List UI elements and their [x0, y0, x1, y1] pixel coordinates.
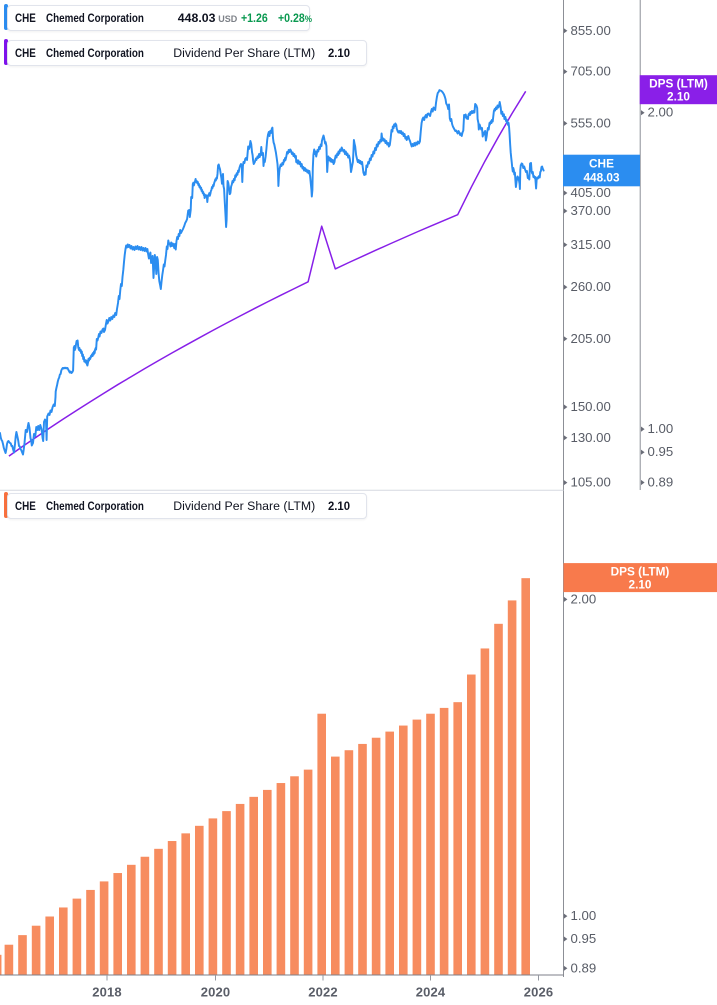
svg-text:0.95: 0.95: [648, 444, 674, 459]
svg-text:105.00: 105.00: [571, 475, 611, 490]
svg-text:0.89: 0.89: [571, 960, 597, 975]
svg-text:705.00: 705.00: [571, 64, 611, 79]
svg-text:2018: 2018: [92, 985, 121, 1000]
svg-text:150.00: 150.00: [571, 399, 611, 414]
svg-text:DPS (LTM): DPS (LTM): [611, 565, 670, 579]
svg-text:2026: 2026: [524, 985, 553, 1000]
svg-text:2.00: 2.00: [648, 105, 674, 120]
svg-text:855.00: 855.00: [571, 23, 611, 38]
svg-text:370.00: 370.00: [571, 203, 611, 218]
svg-text:2022: 2022: [308, 985, 337, 1000]
svg-text:2.10: 2.10: [667, 90, 690, 104]
svg-text:405.00: 405.00: [571, 185, 611, 200]
svg-text:1.00: 1.00: [648, 421, 674, 436]
svg-text:0.89: 0.89: [648, 475, 674, 490]
svg-text:260.00: 260.00: [571, 279, 611, 294]
svg-text:1.00: 1.00: [571, 908, 597, 923]
svg-text:448.03: 448.03: [583, 171, 620, 185]
svg-text:130.00: 130.00: [571, 430, 611, 445]
svg-text:2024: 2024: [416, 985, 446, 1000]
svg-text:205.00: 205.00: [571, 331, 611, 346]
svg-text:DPS (LTM): DPS (LTM): [649, 77, 708, 91]
svg-text:2020: 2020: [201, 985, 230, 1000]
svg-text:555.00: 555.00: [571, 115, 611, 130]
svg-text:0.95: 0.95: [571, 931, 597, 946]
svg-text:CHE: CHE: [589, 157, 614, 171]
svg-text:2.10: 2.10: [629, 578, 652, 592]
svg-text:315.00: 315.00: [571, 237, 611, 252]
svg-text:2.00: 2.00: [571, 591, 597, 606]
